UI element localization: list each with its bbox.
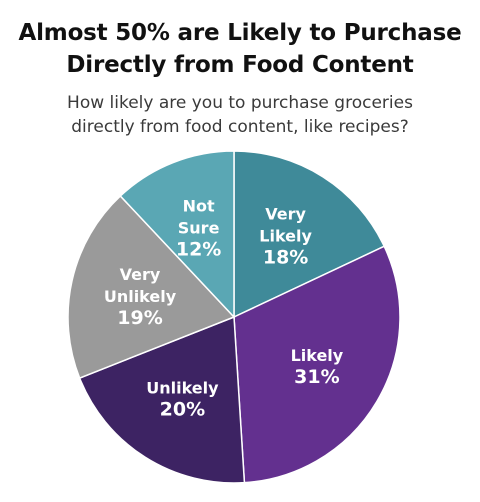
slice-value-label-2: 20% bbox=[160, 398, 205, 420]
slice-category-label-0: Likely bbox=[259, 227, 312, 246]
slice-category-label-1: Likely bbox=[291, 346, 344, 365]
slice-value-label-0: 18% bbox=[263, 247, 308, 269]
slice-value-label-1: 31% bbox=[294, 366, 339, 388]
pie-slice-2 bbox=[78, 315, 246, 484]
slice-category-label-3: Unlikely bbox=[104, 287, 177, 306]
pie-slice-4 bbox=[119, 150, 235, 319]
pie-slice-3 bbox=[67, 194, 236, 380]
slice-value-label-3: 19% bbox=[117, 307, 162, 329]
chart-title-line-2: Directly from Food Content bbox=[66, 52, 414, 78]
slice-category-label-2: Unlikely bbox=[146, 378, 219, 397]
pie-slice-1 bbox=[233, 245, 401, 484]
pie-slice-0 bbox=[233, 150, 386, 319]
chart-subtitle-line-1: How likely are you to purchase groceries bbox=[67, 93, 413, 113]
slice-category-label-4: Not bbox=[183, 197, 215, 216]
slice-category-label-4: Sure bbox=[178, 219, 220, 238]
chart-title-line-1: Almost 50% are Likely to Purchase bbox=[18, 20, 462, 46]
chart-subtitle-line-2: directly from food content, like recipes… bbox=[71, 117, 409, 137]
slice-category-label-3: Very bbox=[120, 265, 161, 284]
slice-value-label-4: 12% bbox=[176, 239, 221, 261]
slice-category-label-0: Very bbox=[265, 205, 306, 224]
